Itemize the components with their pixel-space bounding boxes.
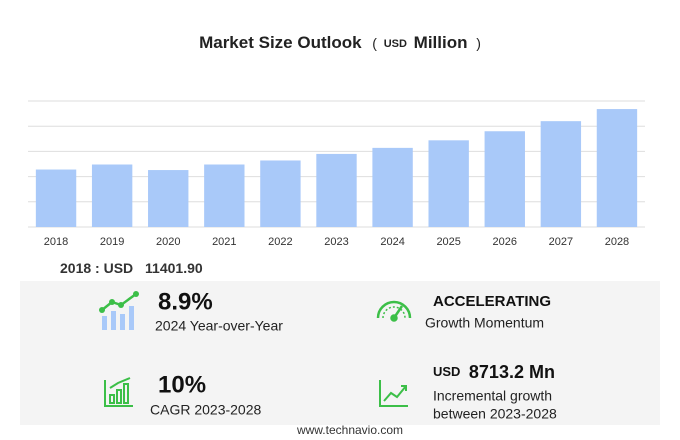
x-tick-label: 2026 bbox=[493, 236, 517, 248]
x-tick-label: 2028 bbox=[605, 236, 629, 248]
title-line: Market Size Outlook ( USD Million ) bbox=[199, 33, 481, 52]
unit-open: ( bbox=[372, 35, 377, 51]
bar bbox=[484, 131, 525, 227]
momentum-icon bbox=[376, 300, 412, 322]
x-tick-label: 2024 bbox=[380, 236, 404, 248]
x-tick-label: 2018 bbox=[44, 236, 68, 248]
bar bbox=[148, 170, 189, 227]
bar bbox=[91, 164, 133, 227]
bar bbox=[260, 160, 301, 227]
incremental-prefix: USD bbox=[433, 364, 460, 379]
bar bbox=[35, 169, 77, 227]
unit-currency: USD bbox=[384, 38, 407, 50]
plot: 2018 2019 2020 2021 2022 2023 2024 2025 2026 2027… bbox=[28, 100, 645, 248]
cagr-value: 10% bbox=[158, 371, 206, 398]
bar bbox=[428, 140, 469, 227]
bar bbox=[204, 164, 245, 227]
x-tick-label: 2021 bbox=[212, 236, 236, 248]
cagr-label: CAGR 2023-2028 bbox=[150, 402, 262, 418]
bar bbox=[372, 147, 413, 227]
bar bbox=[540, 121, 582, 227]
incremental-value: 8713.2 Mn bbox=[469, 362, 555, 382]
x-tick-label: 2020 bbox=[156, 236, 180, 248]
highlight-value: 11401.90 bbox=[145, 260, 203, 276]
footer: www.technavio.com bbox=[296, 423, 403, 437]
momentum-label: Growth Momentum bbox=[425, 315, 544, 331]
unit: Million bbox=[414, 33, 468, 52]
incremental-value-line: USD 8713.2 Mn bbox=[433, 362, 555, 382]
yoy-label: 2024 Year-over-Year bbox=[155, 318, 283, 334]
cagr-icon bbox=[104, 377, 133, 407]
chart-title: Market Size Outlook bbox=[199, 33, 362, 52]
x-tick-label: 2019 bbox=[100, 236, 124, 248]
bar bbox=[596, 109, 638, 227]
x-tick-label: 2022 bbox=[268, 236, 292, 248]
incremental-label: Incremental growth bbox=[433, 388, 552, 404]
growth-icon bbox=[99, 291, 139, 330]
highlight: 2018 : USD 11401.90 bbox=[60, 260, 203, 276]
incremental-icon bbox=[379, 380, 408, 407]
stats-panel bbox=[20, 281, 660, 425]
incremental-label: between 2023-2028 bbox=[433, 406, 557, 422]
x-tick-label: 2025 bbox=[436, 236, 460, 248]
x-tick-label: 2027 bbox=[549, 236, 573, 248]
unit-close: ) bbox=[476, 35, 481, 51]
momentum-value: ACCELERATING bbox=[433, 293, 551, 310]
x-tick-label: 2023 bbox=[324, 236, 348, 248]
highlight-label: 2018 : USD bbox=[60, 260, 133, 276]
bar bbox=[316, 153, 357, 227]
yoy-value: 8.9% bbox=[158, 288, 213, 315]
